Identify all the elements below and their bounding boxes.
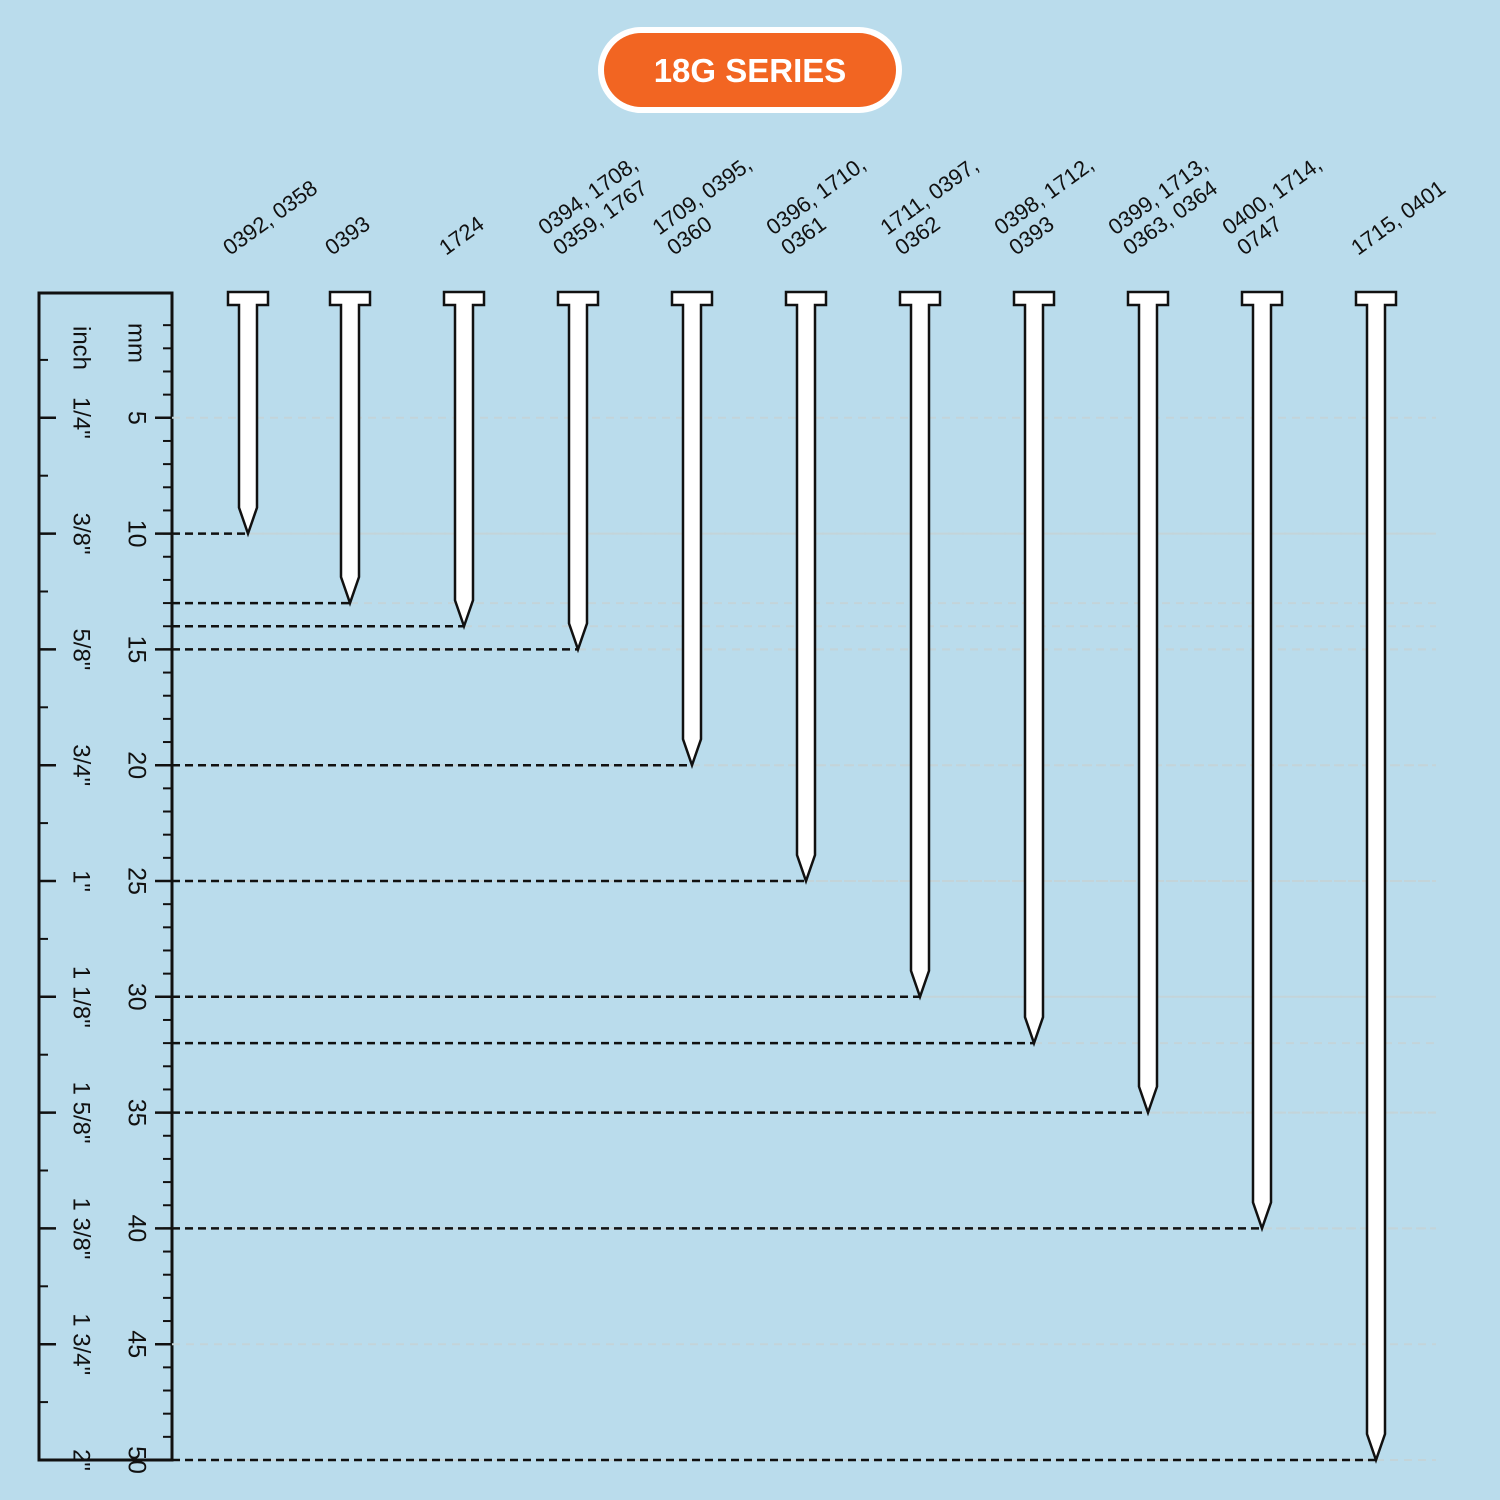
- ruler: [37, 291, 174, 1462]
- y-tick-label: 40: [122, 1214, 150, 1242]
- nail: [1012, 290, 1056, 1047]
- y-tick-label: 10: [122, 520, 150, 548]
- y-tick-label: 50: [122, 1446, 150, 1474]
- y-axis-label: mm: [123, 323, 150, 363]
- nail: [226, 290, 270, 538]
- y-tick-label: 30: [122, 983, 150, 1011]
- y2-axis-label: inch: [68, 326, 95, 370]
- category-label-line: 1724: [434, 211, 488, 260]
- y-tick-label: 15: [122, 635, 150, 663]
- category-label: 1724: [434, 211, 488, 260]
- y-tick-label: 35: [122, 1099, 150, 1127]
- nail: [1126, 290, 1170, 1117]
- y-tick-label: 20: [122, 751, 150, 779]
- category-label: 1711, 0397,0362: [876, 152, 983, 260]
- title-badge-fill: [604, 33, 896, 107]
- category-label-line: 1715, 0401: [1346, 175, 1450, 260]
- y2-tick-label: 1": [68, 870, 95, 892]
- y2-tick-label: 3/4": [68, 744, 95, 786]
- nail: [556, 290, 600, 654]
- y-tick-label: 25: [122, 867, 150, 895]
- y2-tick-label: 3/8": [68, 513, 95, 555]
- nail: [670, 290, 714, 770]
- category-label: 0394, 1708,0359, 1767: [534, 151, 652, 260]
- category-label: 0392, 0358: [218, 175, 322, 260]
- nail: [898, 290, 942, 1001]
- y2-tick-label: 2": [68, 1449, 95, 1471]
- category-label-line: 0392, 0358: [218, 175, 322, 260]
- y2-tick-label: 1 5/8": [68, 1082, 95, 1144]
- category-label: 1715, 0401: [1346, 175, 1450, 260]
- nail: [1240, 290, 1284, 1233]
- y-tick-label: 45: [122, 1330, 150, 1358]
- y2-tick-label: 5/8": [68, 628, 95, 670]
- nail: [1354, 290, 1398, 1464]
- y2-tick-label: 1 1/8": [68, 966, 95, 1028]
- category-label: 0399, 1713,0363, 0364: [1104, 151, 1222, 260]
- category-label: 0400, 1714,0747: [1218, 151, 1327, 260]
- y2-tick-label: 1 3/8": [68, 1197, 95, 1259]
- chart-title: 18G SERIES: [654, 52, 847, 89]
- y-tick-label: 5: [122, 411, 150, 425]
- nail: [328, 290, 372, 607]
- category-label-line: 0393: [320, 211, 374, 260]
- category-label: 0398, 1712,0393: [990, 151, 1099, 260]
- category-label: 0393: [320, 211, 374, 260]
- category-label: 0396, 1710,0361: [762, 151, 871, 260]
- nail: [784, 290, 828, 885]
- nail: [442, 290, 486, 631]
- y2-tick-label: 1 3/4": [68, 1313, 95, 1375]
- y2-tick-label: 1/4": [68, 397, 95, 439]
- category-label: 1709, 0395,0360: [648, 151, 757, 260]
